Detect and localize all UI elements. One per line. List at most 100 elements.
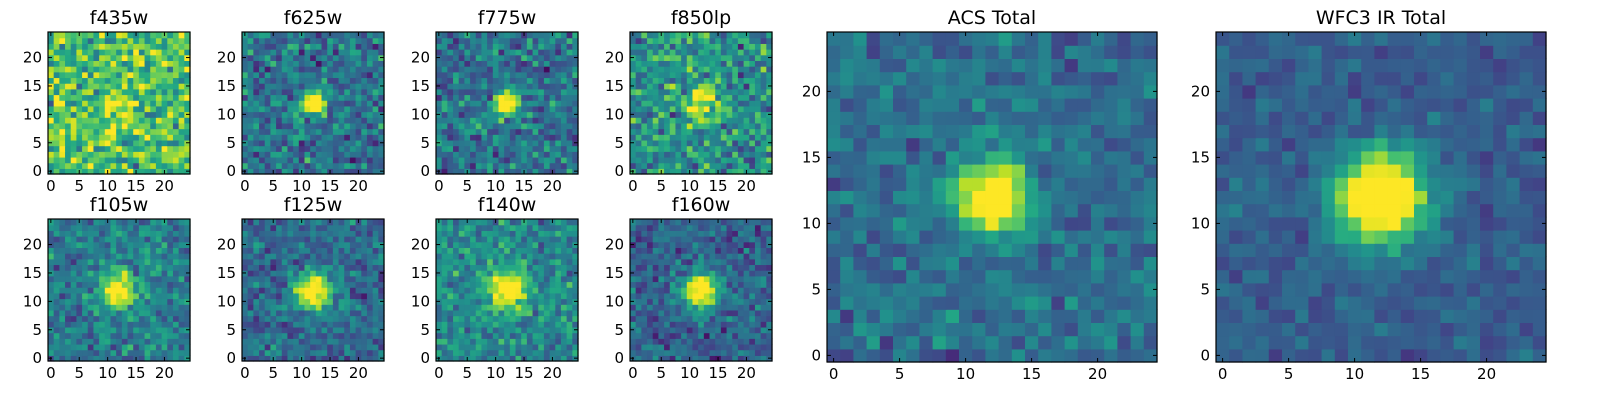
heatmap-cell (265, 60, 271, 66)
heatmap-cell (550, 123, 556, 129)
heatmap-cell (442, 60, 448, 66)
heatmap-cell (71, 327, 77, 333)
heatmap-cell (464, 151, 470, 157)
heatmap-cell (481, 253, 487, 259)
heatmap-cell (550, 134, 556, 140)
heatmap-cell (356, 60, 362, 66)
heatmap-cell (282, 32, 288, 38)
heatmap-cell (715, 140, 721, 146)
heatmap-cell (487, 38, 493, 44)
heatmap-cell (356, 117, 362, 123)
heatmap-cell (533, 333, 539, 339)
heatmap-cell (550, 151, 556, 157)
heatmap-cell (304, 60, 310, 66)
heatmap-cell (179, 83, 185, 89)
heatmap-cell (681, 316, 687, 322)
heatmap-cell (99, 338, 105, 344)
heatmap-cell (82, 264, 88, 270)
heatmap-cell (242, 253, 248, 259)
heatmap-cell (259, 129, 265, 135)
heatmap-cell (498, 157, 504, 163)
heatmap-cell (647, 270, 653, 276)
heatmap-cell (356, 230, 362, 236)
heatmap-cell (510, 219, 516, 225)
heatmap-cell (316, 43, 322, 49)
heatmap-cell (265, 151, 271, 157)
heatmap-cell (167, 151, 173, 157)
heatmap-cell (270, 230, 276, 236)
heatmap-cell (253, 333, 259, 339)
heatmap-cell (76, 253, 82, 259)
heatmap-cell (470, 140, 476, 146)
heatmap-cell (436, 344, 442, 350)
heatmap-cell (259, 123, 265, 129)
heatmap-cell (710, 140, 716, 146)
heatmap-cell (110, 304, 116, 310)
heatmap-cell (367, 242, 373, 248)
heatmap-cell (653, 287, 659, 293)
heatmap-cell (287, 287, 293, 293)
heatmap-cell (755, 316, 761, 322)
heatmap-cell (259, 299, 265, 305)
heatmap-cell (282, 236, 288, 242)
heatmap-cell (647, 321, 653, 327)
heatmap-cell (116, 151, 122, 157)
heatmap-cell (270, 327, 276, 333)
heatmap-cell (93, 163, 99, 169)
heatmap-cell (93, 236, 99, 242)
heatmap-cell (630, 134, 636, 140)
heatmap-cell (544, 77, 550, 83)
heatmap-cell (555, 259, 561, 265)
heatmap-cell (561, 230, 567, 236)
heatmap-cell (636, 146, 642, 152)
heatmap-cell (150, 230, 156, 236)
heatmap-cell (173, 129, 179, 135)
heatmap-cell (749, 100, 755, 106)
heatmap-cell (715, 157, 721, 163)
heatmap-cell (310, 83, 316, 89)
heatmap-cell (54, 72, 60, 78)
heatmap-cell (516, 230, 522, 236)
heatmap-cell (687, 293, 693, 299)
heatmap-cell (105, 327, 111, 333)
heatmap-cell (681, 94, 687, 100)
heatmap-cell (550, 89, 556, 95)
heatmap-cell (145, 157, 151, 163)
heatmap-cell (242, 338, 248, 344)
heatmap-cell (493, 310, 499, 316)
heatmap-cell (304, 327, 310, 333)
heatmap-cell (561, 236, 567, 242)
heatmap-cell (744, 112, 750, 118)
heatmap-cell (470, 112, 476, 118)
heatmap-cell (253, 270, 259, 276)
heatmap-cell (304, 247, 310, 253)
heatmap-cell (156, 259, 162, 265)
heatmap-cell (105, 117, 111, 123)
heatmap-cell (504, 66, 510, 72)
heatmap-cell (322, 253, 328, 259)
heatmap-cell (179, 299, 185, 305)
y-tick-label: 20 (411, 49, 430, 67)
heatmap-cell (487, 253, 493, 259)
heatmap-cell (356, 106, 362, 112)
heatmap-cell (687, 129, 693, 135)
heatmap-cell (470, 106, 476, 112)
heatmap-cell (710, 146, 716, 152)
heatmap-cell (636, 157, 642, 163)
heatmap-cell (322, 151, 328, 157)
heatmap-cell (630, 123, 636, 129)
heatmap-cell (48, 281, 54, 287)
heatmap-cell (516, 112, 522, 118)
heatmap-cell (436, 225, 442, 231)
heatmap-cell (88, 242, 94, 248)
heatmap-cell (647, 38, 653, 44)
heatmap-cell (333, 77, 339, 83)
heatmap-cell (516, 66, 522, 72)
heatmap-cell (504, 293, 510, 299)
heatmap-cell (704, 270, 710, 276)
heatmap-cell (82, 225, 88, 231)
heatmap-cell (464, 281, 470, 287)
heatmap-cell (139, 333, 145, 339)
heatmap-cell (179, 117, 185, 123)
heatmap-cell (373, 146, 379, 152)
